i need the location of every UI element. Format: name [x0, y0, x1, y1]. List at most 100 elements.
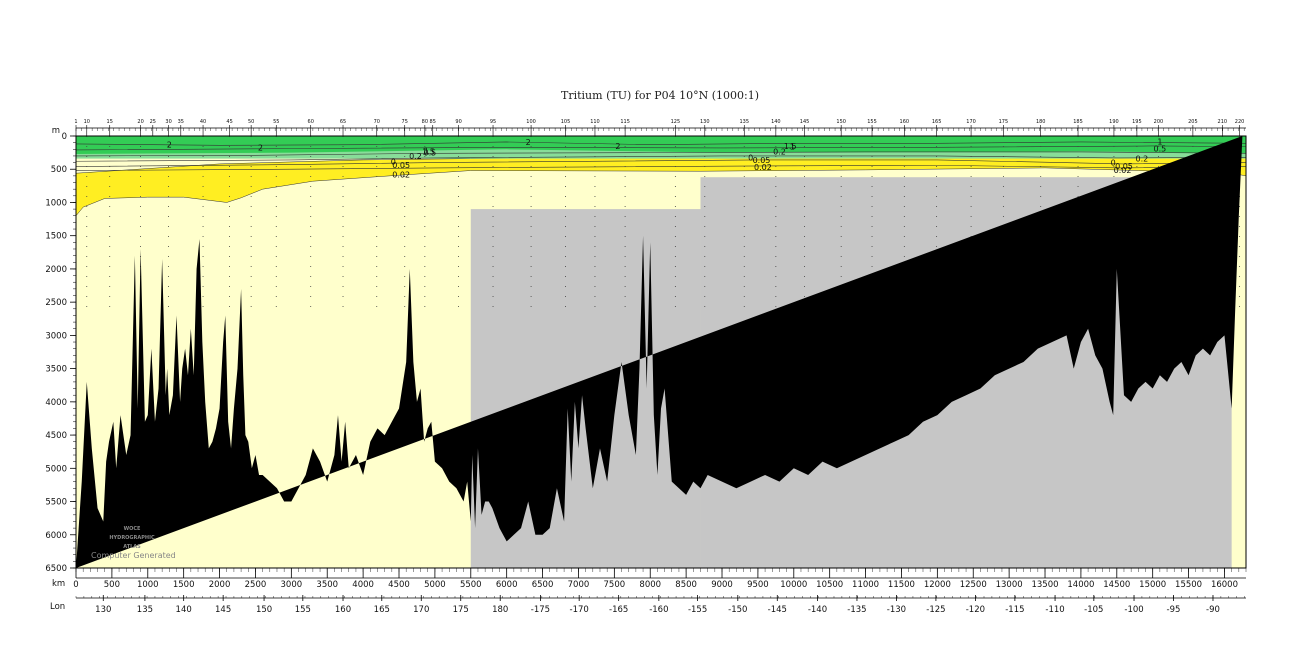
- km-tick-label: 15500: [1175, 580, 1202, 590]
- lon-tick-label: -120: [966, 605, 985, 615]
- lon-tick-label: -165: [609, 605, 628, 615]
- watermark-line3: ATLAS: [123, 544, 141, 550]
- lon-tick-label: -130: [887, 605, 906, 615]
- station-tick-label: 70: [374, 119, 380, 125]
- km-tick-label: 9000: [711, 580, 733, 590]
- station-tick-label: 185: [1073, 119, 1083, 125]
- station-tick-label: 220: [1235, 119, 1245, 125]
- contour-label: 0.05: [392, 161, 410, 170]
- lon-tick-label: 180: [492, 605, 508, 615]
- station-tick-label: 155: [867, 119, 877, 125]
- lon-tick-label: -140: [808, 605, 827, 615]
- station-tick-label: 95: [490, 119, 496, 125]
- station-tick-label: 200: [1154, 119, 1164, 125]
- contour-label: 0.05: [1115, 162, 1133, 171]
- station-tick-label: 205: [1188, 119, 1198, 125]
- station-tick-label: 150: [836, 119, 846, 125]
- lon-tick-label: 150: [256, 605, 272, 615]
- station-tick-label: 80: [422, 119, 428, 125]
- contour-label: 0: [391, 157, 396, 166]
- km-tick-label: 5000: [424, 580, 446, 590]
- km-tick-label: 15000: [1139, 580, 1166, 590]
- km-tick-label: 11500: [888, 580, 915, 590]
- contour-line: [76, 141, 1246, 146]
- station-tick-label: 110: [590, 119, 600, 125]
- x-axis-km-label: km: [52, 579, 65, 589]
- km-tick-label: 12500: [960, 580, 987, 590]
- station-tick-label: 160: [900, 119, 910, 125]
- contour-label: 0.02: [1114, 166, 1132, 175]
- station-tick-label: 45: [226, 119, 232, 125]
- station-tick-label: 15: [107, 119, 113, 125]
- contour-label: 0.5: [424, 149, 437, 158]
- x-axis-lon-label: Lon: [50, 602, 65, 612]
- contour-label: 1: [790, 143, 795, 152]
- plot-frame: [75, 135, 1247, 569]
- watermark-line2: HYDROGRAPHIC: [109, 535, 155, 541]
- contour-label: 2: [526, 138, 531, 147]
- km-tick-label: 13000: [996, 580, 1023, 590]
- contour-label: 0.05: [753, 156, 771, 165]
- contour-label: 0.02: [392, 171, 410, 180]
- lon-tick-label: 130: [95, 605, 111, 615]
- station-tick-label: 20: [137, 119, 143, 125]
- km-tick-label: 4500: [388, 580, 410, 590]
- km-tick-label: 14500: [1103, 580, 1130, 590]
- contour-label: 1: [1157, 137, 1162, 146]
- contour-label: 0.2: [1136, 155, 1149, 164]
- station-tick-label: 90: [455, 119, 461, 125]
- contour-label: 2: [258, 143, 263, 152]
- km-tick-label: 6500: [532, 580, 554, 590]
- station-tick-label: 195: [1132, 119, 1142, 125]
- y-tick-label: 4500: [45, 431, 67, 441]
- station-tick-label: 50: [248, 119, 254, 125]
- contour-line: [76, 155, 1246, 162]
- lon-tick-label: 175: [453, 605, 469, 615]
- contour-label: 0: [1111, 159, 1116, 168]
- watermark-line1: WOCE: [124, 526, 141, 532]
- lon-tick-label: -135: [847, 605, 866, 615]
- y-tick-label: 1500: [45, 232, 67, 242]
- axes: 0500100015002000250030003500400045005000…: [45, 119, 1247, 615]
- km-tick-label: 9500: [747, 580, 769, 590]
- contour-label: 1.5: [422, 147, 435, 156]
- contour-label: 0.2: [773, 147, 786, 156]
- station-tick-label: 130: [700, 119, 710, 125]
- lon-tick-label: -170: [570, 605, 589, 615]
- contour-label: 0: [748, 153, 753, 162]
- y-tick-label: 6500: [45, 564, 67, 574]
- contour-label: 0.02: [754, 163, 772, 172]
- contour-fill-green: [76, 136, 1246, 154]
- lon-tick-label: -95: [1167, 605, 1181, 615]
- lon-tick-label: -145: [768, 605, 787, 615]
- y-tick-label: 4000: [45, 398, 67, 408]
- station-tick-label: 35: [178, 119, 184, 125]
- contour-label: 0.2: [409, 152, 422, 161]
- km-tick-label: 14000: [1067, 580, 1094, 590]
- station-tick-label: 75: [402, 119, 408, 125]
- lon-tick-label: -90: [1206, 605, 1220, 615]
- watermark-footer: Computer Generated: [91, 551, 176, 560]
- chart-title: Tritium (TU) for P04 10°N (1000:1): [561, 89, 759, 102]
- km-tick-label: 3000: [281, 580, 303, 590]
- km-tick-label: 6000: [496, 580, 518, 590]
- station-tick-label: 25: [150, 119, 156, 125]
- station-tick-label: 105: [561, 119, 571, 125]
- station-tick-label: 180: [1036, 119, 1046, 125]
- station-tick-label: 115: [620, 119, 630, 125]
- y-tick-label: 6000: [45, 531, 67, 541]
- km-tick-label: 8500: [675, 580, 697, 590]
- km-tick-label: 10500: [816, 580, 843, 590]
- y-tick-label: 1000: [45, 198, 67, 208]
- contour-line: [76, 145, 1246, 151]
- station-tick-label: 100: [526, 119, 536, 125]
- km-tick-label: 7500: [604, 580, 626, 590]
- lon-tick-label: -150: [728, 605, 747, 615]
- lon-tick-label: -175: [531, 605, 550, 615]
- km-tick-label: 13500: [1031, 580, 1058, 590]
- lon-tick-label: -110: [1045, 605, 1064, 615]
- watermark-logo: WOCE HYDROGRAPHIC ATLAS Computer Generat…: [91, 526, 176, 560]
- lon-tick-label: -100: [1124, 605, 1143, 615]
- km-tick-label: 2500: [245, 580, 267, 590]
- lon-tick-label: 165: [374, 605, 390, 615]
